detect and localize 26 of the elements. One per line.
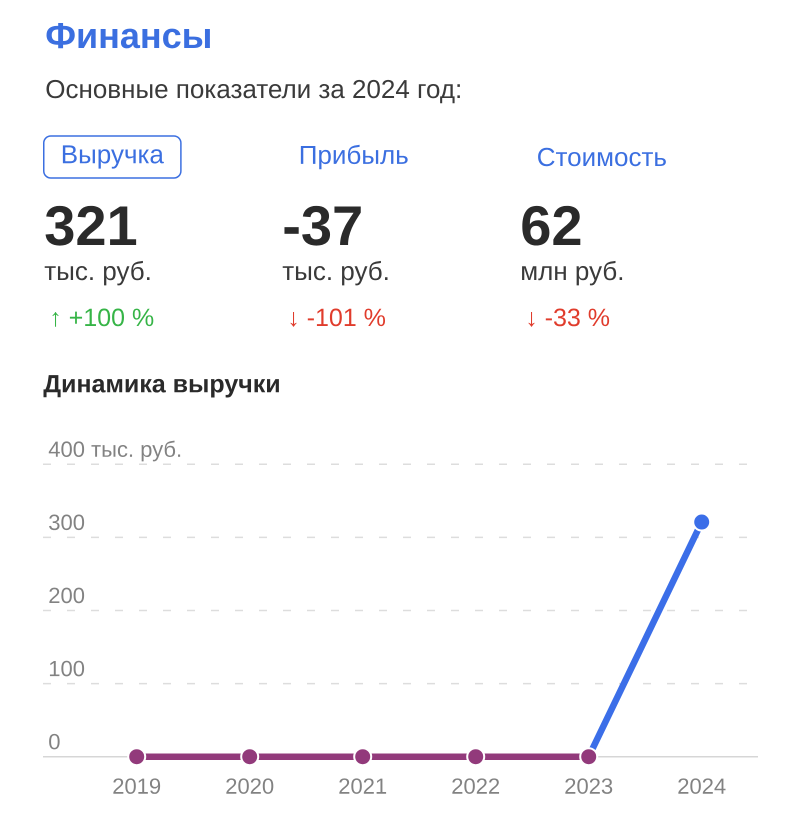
text: млн руб.: [522, 260, 622, 286]
text: Основные показатели за 2024 год:: [46, 80, 460, 104]
text: -37: [284, 206, 361, 246]
text: Прибыль: [300, 144, 408, 170]
text: 321: [46, 206, 136, 246]
x-tick-label: 2019: [113, 778, 160, 794]
text: ↓ -33 %: [528, 308, 610, 327]
y-tick-label: 100: [50, 660, 84, 676]
text: ↑ +100 %: [52, 308, 154, 327]
text: тыс. руб.: [44, 260, 150, 286]
text: Финансы: [46, 23, 210, 48]
text: тыс. руб.: [282, 260, 388, 286]
chart-title: Динамика выручки: [43, 375, 279, 398]
x-tick-label: 2020: [226, 778, 274, 794]
x-tick-label: 2022: [452, 778, 500, 794]
text: Выручка: [62, 145, 164, 169]
x-tick-label: 2021: [339, 778, 386, 794]
text: ↓ -101 %: [290, 308, 386, 327]
y-tick-label: 200: [49, 588, 84, 604]
text: 62: [522, 206, 580, 246]
x-tick-label: 2023: [565, 778, 612, 794]
y-tick-label: 300: [49, 514, 84, 530]
x-tick-label: 2024: [678, 778, 726, 794]
y-tick-label: 400 тыс. руб.: [48, 440, 180, 462]
text: Стоимость: [538, 148, 666, 166]
y-tick-label: 0: [49, 734, 60, 750]
